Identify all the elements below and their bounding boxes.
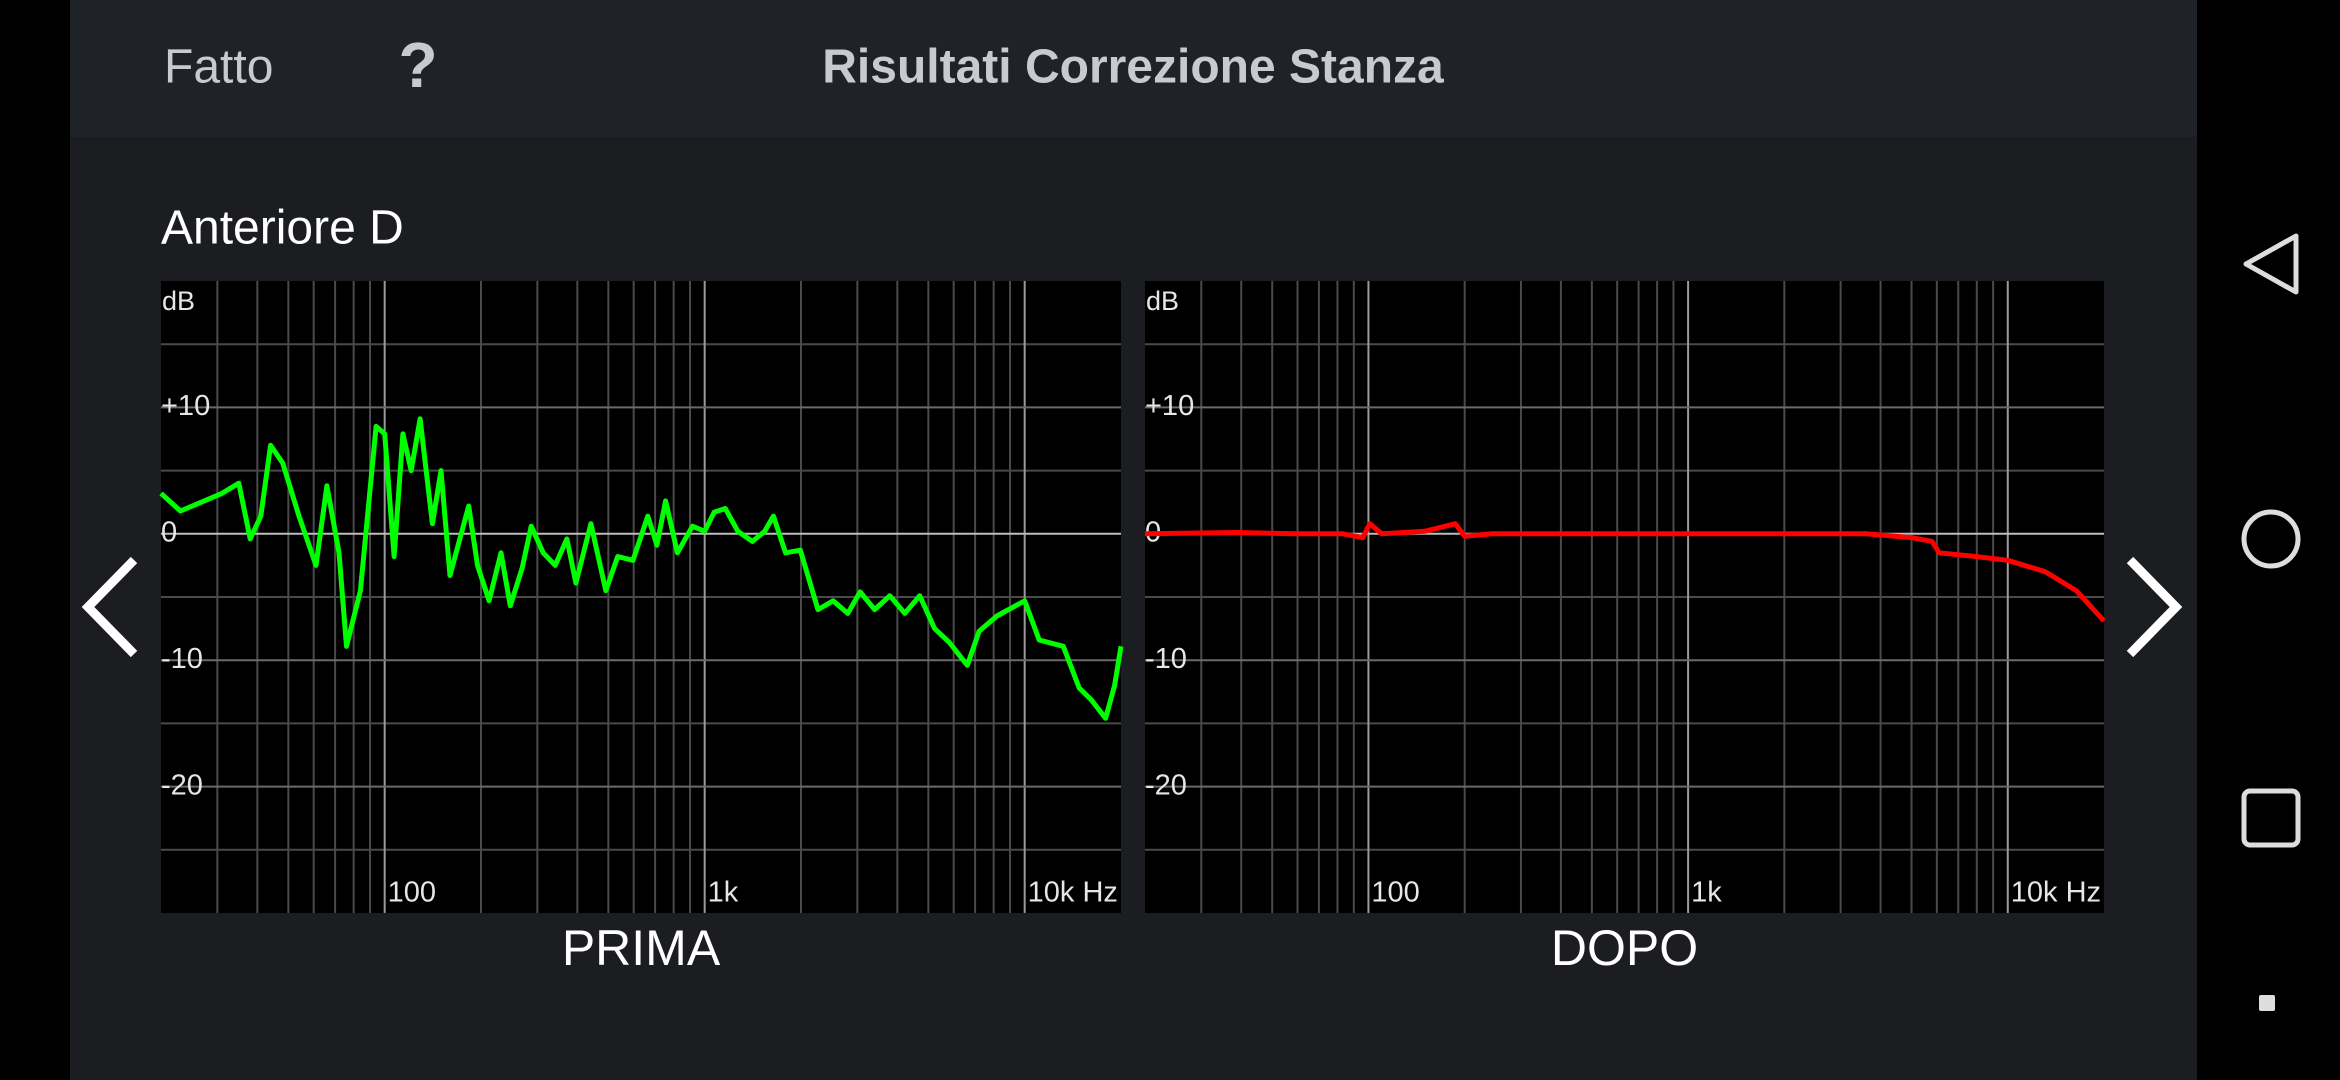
- x-tick-label: 10k Hz: [2011, 877, 2101, 909]
- nav-recents[interactable]: [2241, 788, 2301, 848]
- y-tick-label: 0: [161, 516, 177, 548]
- y-tick-label: -10: [1145, 643, 1187, 675]
- y-axis-label: dB: [1146, 286, 1179, 316]
- x-tick-label: 100: [388, 877, 436, 909]
- y-tick-label: -20: [161, 769, 203, 801]
- page-title: Risultati Correzione Stanza: [822, 41, 1444, 94]
- x-tick-label: 1k: [708, 877, 739, 909]
- x-tick-label: 100: [1371, 877, 1419, 909]
- section-title: Anteriore D: [161, 202, 404, 255]
- done-button[interactable]: Fatto: [164, 41, 273, 94]
- chart-title: DOPO: [1551, 920, 1698, 976]
- help-button[interactable]: ?: [398, 29, 437, 101]
- x-tick-label: 10k Hz: [1028, 877, 1118, 909]
- y-tick-label: -20: [1145, 769, 1187, 801]
- header-bar: [70, 0, 2197, 137]
- x-tick-label: 1k: [1691, 877, 1722, 909]
- nav-back[interactable]: [2243, 233, 2299, 295]
- y-tick-label: -10: [161, 643, 203, 675]
- nav-indicator[interactable]: [2259, 995, 2275, 1011]
- y-axis-label: dB: [162, 286, 195, 316]
- prev-arrow[interactable]: [81, 556, 138, 658]
- y-tick-label: +10: [161, 390, 210, 422]
- data-line: [1144, 521, 2106, 623]
- chart-title: PRIMA: [562, 920, 721, 976]
- nav-home[interactable]: [2241, 509, 2301, 569]
- y-tick-label: +10: [1145, 390, 1194, 422]
- chart: 100 1k 10k Hz +10 0 -10 -20 dB PRIMA: [159, 281, 1124, 976]
- data-line: [159, 416, 1124, 721]
- next-arrow[interactable]: [2126, 556, 2183, 658]
